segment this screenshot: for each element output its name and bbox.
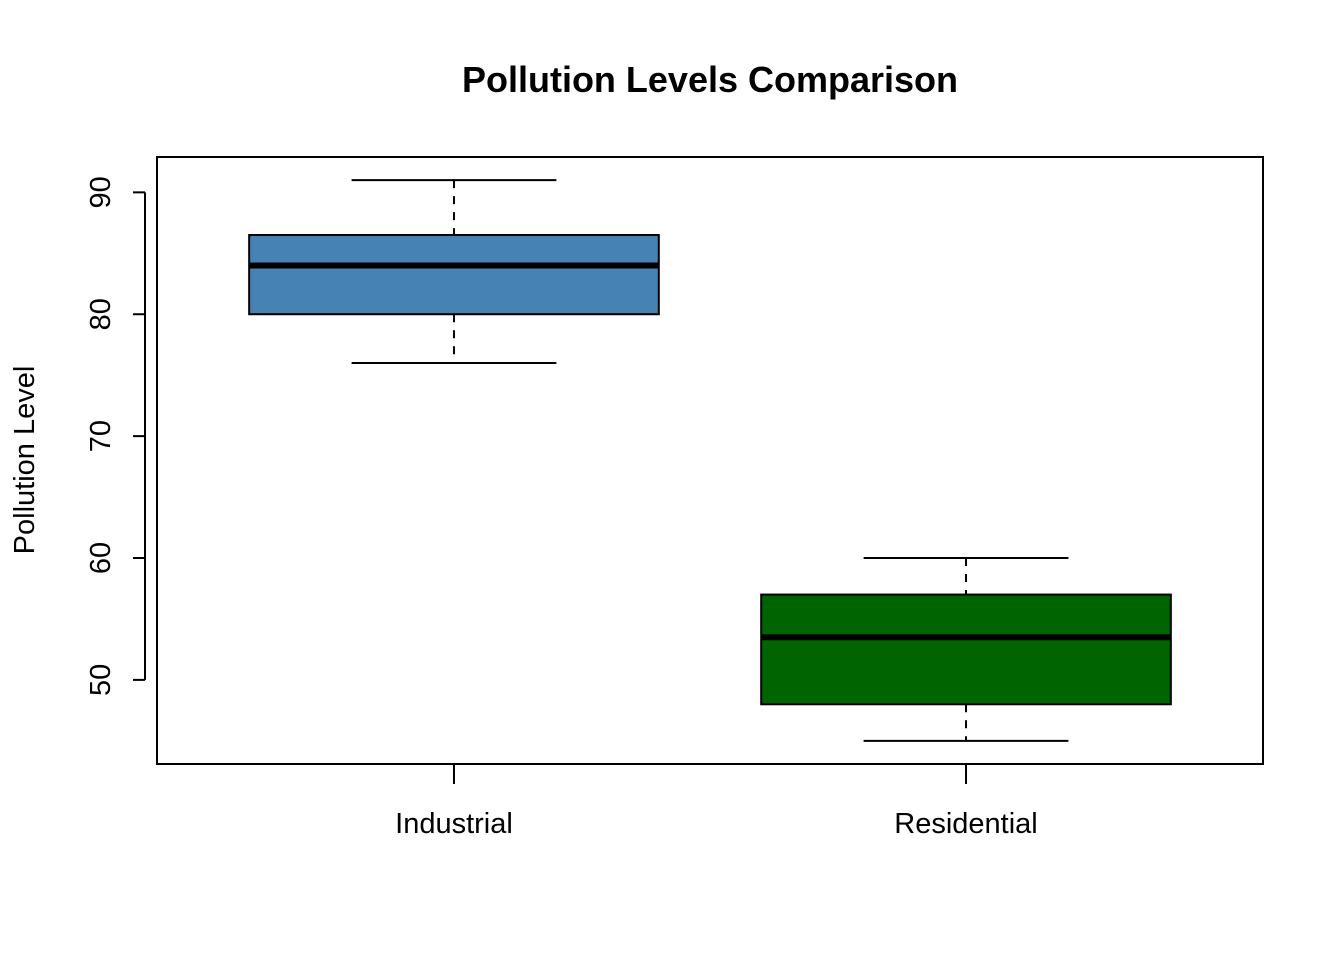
x-tick-label-industrial: Industrial: [395, 808, 513, 840]
y-tick-label-60: 60: [85, 542, 117, 574]
y-axis: 50 60 70 80 90: [85, 176, 146, 696]
y-axis-label: Pollution Level: [9, 366, 41, 555]
y-tick-label-70: 70: [85, 420, 117, 452]
chart-title: Pollution Levels Comparison: [462, 59, 958, 100]
industrial-box: [248, 234, 660, 316]
boxes-layer: [248, 179, 1172, 742]
residential-box: [760, 593, 1172, 706]
x-axis: Industrial Residential: [395, 764, 1038, 840]
x-tick-label-residential: Residential: [894, 808, 1037, 840]
y-tick-label-80: 80: [85, 298, 117, 330]
y-tick-label-50: 50: [85, 664, 117, 696]
plot-frame: [156, 156, 1264, 765]
y-tick-label-90: 90: [85, 176, 117, 208]
